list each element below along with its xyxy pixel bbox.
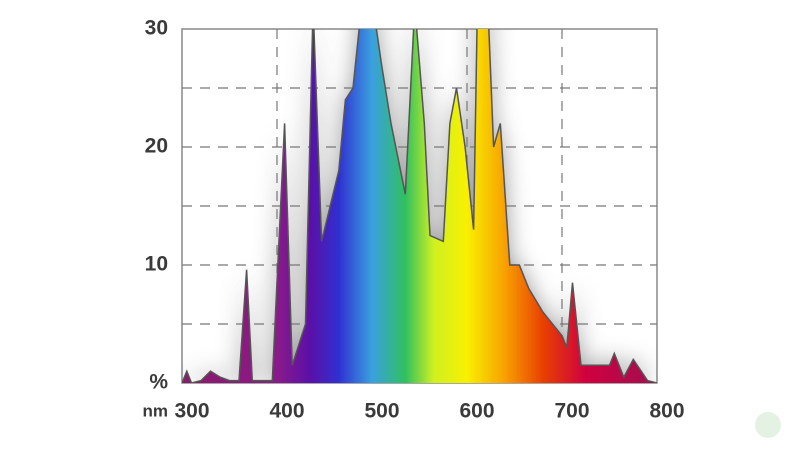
spectrum-area xyxy=(182,29,657,383)
x-axis-label: nm xyxy=(143,401,169,420)
y-tick-label: 20 xyxy=(145,135,168,158)
x-tick-label: 600 xyxy=(459,400,494,423)
x-tick-label: 300 xyxy=(174,400,209,423)
y-axis-label: % xyxy=(149,371,168,394)
x-tick-label: 700 xyxy=(554,400,589,423)
logo xyxy=(755,412,781,438)
y-tick-label: 30 xyxy=(145,17,168,40)
y-tick-label: 10 xyxy=(145,253,168,276)
x-tick-label: 800 xyxy=(649,400,684,423)
x-tick-label: 500 xyxy=(364,400,399,423)
spectrum-outline xyxy=(182,29,657,383)
x-tick-label: 400 xyxy=(269,400,304,423)
